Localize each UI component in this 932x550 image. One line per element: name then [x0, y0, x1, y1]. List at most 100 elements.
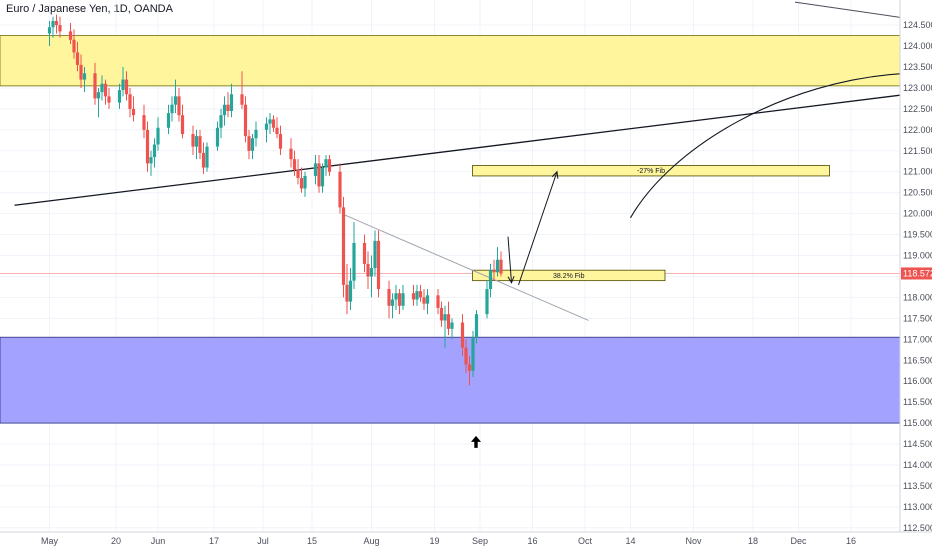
candle: [289, 138, 293, 168]
candle-body: [341, 207, 346, 285]
candle-body: [82, 73, 87, 80]
x-tick-label: Dec: [790, 536, 807, 546]
candle-body: [264, 123, 269, 130]
candle: [338, 163, 342, 214]
candle: [485, 280, 489, 319]
candle-body: [425, 295, 430, 304]
y-tick-label: 114.500: [903, 439, 932, 449]
candle: [149, 150, 153, 176]
down-arrow-head: [507, 276, 515, 284]
candle-body: [149, 157, 153, 164]
candle-body: [474, 314, 479, 338]
candle: [460, 314, 465, 357]
candle-body: [348, 280, 353, 302]
candle: [250, 134, 255, 160]
candle-body: [254, 129, 258, 139]
candle: [415, 284, 419, 306]
candle: [96, 87, 101, 118]
candle-body: [324, 159, 328, 168]
candle: [121, 67, 125, 97]
y-tick-label: 112.500: [903, 523, 932, 533]
candle: [422, 289, 426, 310]
candle-body: [107, 96, 111, 103]
candles: [47, 14, 503, 386]
candle-body: [460, 322, 465, 348]
x-tick-label: Jun: [151, 536, 166, 546]
candle-body: [373, 240, 377, 269]
x-tick-label: 20: [111, 536, 121, 546]
candle: [320, 163, 325, 193]
y-tick-label: 120.000: [903, 209, 932, 219]
candle-body: [450, 322, 454, 329]
down-arrow-shaft: [507, 236, 512, 283]
candle: [418, 284, 423, 302]
candle: [369, 255, 374, 298]
candle-body: [292, 159, 297, 170]
candle-body: [229, 94, 234, 112]
y-tick-label: 122.500: [903, 104, 932, 114]
candle-body: [240, 94, 244, 105]
candle: [292, 150, 297, 176]
candle: [124, 71, 129, 101]
x-tick-label: 18: [748, 536, 758, 546]
candle: [467, 356, 472, 386]
candle: [79, 54, 83, 88]
candle: [278, 125, 283, 155]
candle: [352, 222, 356, 290]
candle-body: [198, 136, 202, 153]
candle: [166, 104, 171, 135]
candle-body: [215, 127, 220, 147]
y-tick-label: 119.000: [903, 251, 932, 261]
candle: [240, 71, 244, 109]
candle: [68, 23, 73, 44]
y-tick-label: 124.500: [903, 20, 932, 30]
candle-body: [201, 152, 206, 168]
candle-body: [439, 307, 444, 321]
candle-body: [345, 284, 349, 302]
annotations: [471, 72, 908, 448]
candle: [131, 96, 136, 122]
candle: [226, 92, 230, 118]
candle-body: [464, 347, 468, 365]
x-tick-label: 19: [429, 536, 439, 546]
candle-body: [191, 134, 195, 147]
long-trendline: [14, 91, 925, 206]
x-tick-label: Nov: [685, 536, 702, 546]
candle: [397, 289, 402, 315]
candle: [264, 117, 269, 143]
candle-body: [205, 146, 209, 168]
candle-body: [103, 83, 108, 97]
candle: [75, 41, 80, 72]
candle: [191, 125, 195, 155]
y-tick-label: 116.500: [903, 355, 932, 365]
y-tick-label: 116.000: [903, 376, 932, 386]
candle: [317, 154, 321, 193]
candle-body: [278, 134, 283, 149]
candle-body: [471, 337, 475, 371]
candle-body: [397, 293, 402, 306]
candle: [156, 117, 160, 151]
candle: [390, 293, 395, 319]
candle: [145, 121, 150, 172]
candle-body: [250, 138, 255, 151]
y-tick-label: 122.000: [903, 125, 932, 135]
candle: [152, 138, 157, 168]
candle-body: [166, 113, 171, 128]
candle: [446, 301, 451, 336]
candle-body: [128, 94, 132, 109]
candle-body: [93, 73, 97, 99]
supply-zone: [0, 35, 901, 87]
candle-body: [152, 144, 157, 158]
y-tick-label: 115.500: [903, 397, 932, 407]
candle-body: [296, 169, 300, 179]
grid: [0, 0, 900, 532]
candle: [495, 247, 500, 277]
candle: [205, 142, 209, 172]
y-tick-label: 120.500: [903, 188, 932, 198]
candle: [464, 339, 468, 373]
current-price-tag: [901, 267, 932, 280]
candle-body: [72, 39, 76, 53]
